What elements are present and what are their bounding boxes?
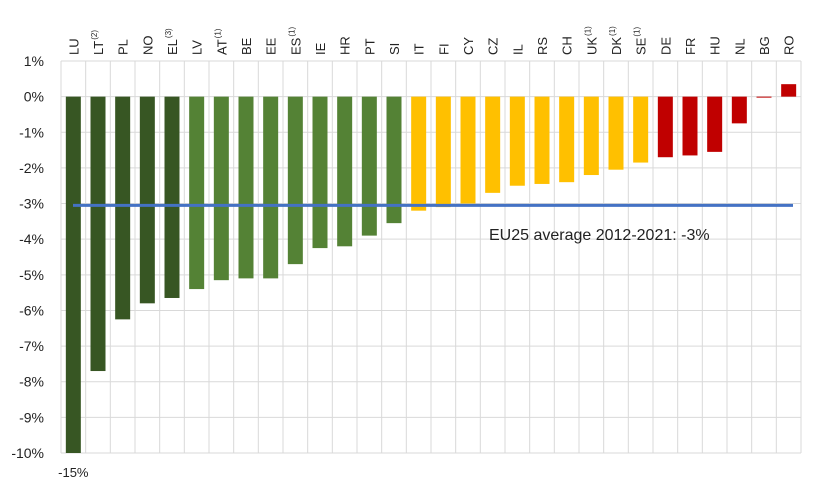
y-tick-label: -9%	[19, 409, 44, 425]
category-label: RO	[782, 36, 797, 56]
bar-il	[509, 96, 525, 186]
category-label: LT(2)	[90, 30, 106, 55]
bar-ie	[312, 96, 328, 249]
category-label: SI	[387, 43, 402, 55]
category-label: FI	[436, 43, 451, 55]
category-label: EE	[264, 37, 279, 55]
bar-at	[213, 96, 229, 281]
category-label: CY	[461, 37, 476, 55]
category-label: IT	[412, 43, 427, 55]
y-tick-label: -8%	[19, 374, 44, 390]
bar-be	[238, 96, 254, 279]
gridlines	[60, 60, 802, 454]
bar-no	[139, 96, 155, 304]
category-label: EL(3)	[164, 28, 180, 55]
clipped-value-label: -15%	[58, 465, 89, 480]
category-label: ES(1)	[287, 27, 303, 55]
category-label: IL	[510, 44, 525, 55]
y-tick-label: -5%	[19, 267, 44, 283]
category-label: CZ	[486, 38, 501, 55]
bar-rs	[534, 96, 550, 184]
bar-es	[287, 96, 303, 265]
category-label: HR	[338, 36, 353, 55]
bar-pt	[361, 96, 377, 236]
bar-cz	[485, 96, 501, 193]
average-annotation: EU25 average 2012-2021: -3%	[489, 227, 710, 244]
y-tick-label: -4%	[19, 231, 44, 247]
category-label: SE(1)	[633, 27, 649, 55]
average-line-group: EU25 average 2012-2021: -3%	[73, 203, 793, 244]
category-label: PL	[116, 39, 131, 55]
bar-si	[386, 96, 402, 224]
bar-nl	[731, 96, 747, 124]
bar-se	[633, 96, 649, 163]
bar-ro	[781, 84, 797, 97]
bar-pl	[115, 96, 131, 320]
category-label: NO	[140, 36, 155, 56]
bar-fr	[682, 96, 698, 156]
bar-hu	[707, 96, 723, 152]
bar-de	[657, 96, 673, 158]
bars	[65, 84, 797, 454]
category-label: FR	[683, 38, 698, 55]
category-label: LV	[190, 40, 205, 55]
bar-uk	[583, 96, 599, 176]
bar-it	[411, 96, 427, 211]
category-label: UK(1)	[583, 26, 599, 55]
y-tick-label: 1%	[24, 53, 44, 69]
y-tick-label: -2%	[19, 160, 44, 176]
bar-hr	[337, 96, 353, 247]
category-label: DE	[658, 37, 673, 55]
bar-el	[164, 96, 180, 298]
category-label: HU	[708, 36, 723, 55]
y-tick-label: 0%	[24, 89, 44, 105]
y-tick-label: -6%	[19, 302, 44, 318]
bar-dk	[608, 96, 624, 170]
category-label: AT(1)	[213, 28, 229, 55]
category-label: RS	[535, 37, 550, 55]
bar-lv	[189, 96, 205, 290]
category-label: BG	[757, 36, 772, 55]
bar-bg	[756, 96, 772, 98]
category-label: NL	[732, 38, 747, 55]
bar-lu	[65, 96, 81, 454]
y-axis-ticks: -10% -9% -8% -7% -6% -5% -4% -3% -2% -1% 0% 1%	[11, 53, 44, 461]
bar-ch	[559, 96, 575, 183]
y-tick-label: -1%	[19, 124, 44, 140]
category-label: CH	[560, 36, 575, 55]
category-label: PT	[362, 38, 377, 55]
bar-ee	[263, 96, 279, 279]
y-tick-label: -3%	[19, 196, 44, 212]
bar-lt	[90, 96, 106, 372]
bar-cy	[460, 96, 476, 204]
category-label: DK(1)	[608, 26, 624, 55]
y-tick-label: -7%	[19, 338, 44, 354]
bar-fi	[435, 96, 451, 208]
category-labels: LU LT(2) PL NO EL(3) LV AT(1) BE EE ES(1) IE HR PT SI…	[66, 26, 796, 55]
category-label: IE	[313, 42, 328, 55]
category-label: BE	[239, 37, 254, 55]
y-tick-label: -10%	[11, 445, 44, 461]
category-label: LU	[66, 38, 81, 55]
